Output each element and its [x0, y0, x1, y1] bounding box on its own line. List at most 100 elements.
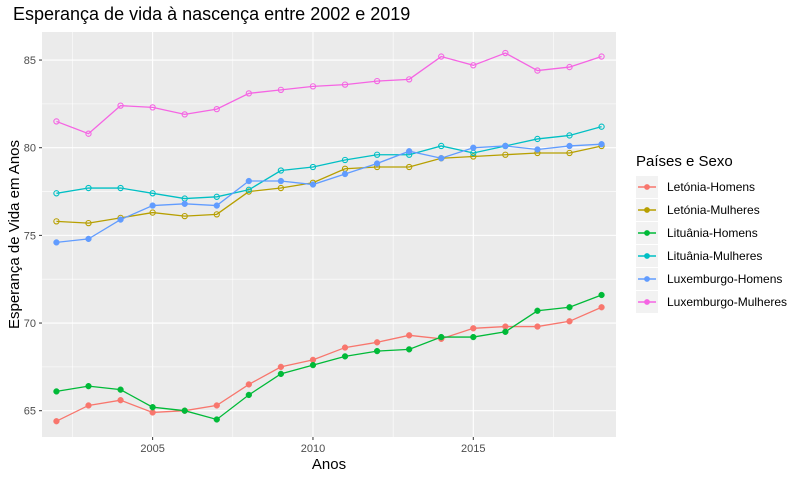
legend-key-point — [644, 184, 650, 190]
data-point — [53, 218, 60, 225]
minor-gridlines — [42, 32, 616, 437]
data-point — [149, 190, 156, 197]
data-point — [373, 347, 381, 355]
data-point — [502, 151, 509, 158]
data-point — [598, 304, 605, 311]
series-line — [56, 294, 602, 421]
data-point — [53, 190, 60, 197]
legend-item: Luxemburgo-Homens — [636, 268, 782, 290]
data-point — [373, 151, 381, 158]
data-point — [277, 167, 285, 174]
data-point — [309, 181, 317, 188]
data-point — [566, 63, 573, 71]
data-point — [470, 153, 477, 160]
data-point — [534, 146, 541, 153]
data-point — [117, 216, 124, 223]
y-tick-label: 75 — [24, 230, 36, 242]
data-point — [149, 209, 156, 216]
legend-item: Lituânia-Homens — [636, 222, 758, 244]
data-point — [341, 156, 349, 164]
series-line — [56, 126, 602, 200]
legend: Países e Sexo Letónia-Homens Letónia-Mulh… — [636, 153, 787, 313]
legend-item: Luxemburgo-Mulheres — [636, 291, 787, 313]
data-point — [502, 328, 509, 335]
y-axis: 65 70 75 80 85 — [24, 55, 42, 418]
data-point — [598, 123, 605, 130]
data-point — [213, 105, 220, 113]
legend-item: Lituânia-Mulheres — [636, 245, 762, 267]
y-tick-label: 85 — [24, 55, 36, 67]
data-point — [213, 202, 220, 209]
data-point — [406, 148, 413, 155]
data-point — [406, 163, 413, 171]
data-point — [245, 381, 252, 388]
data-point — [341, 353, 349, 360]
data-point — [406, 332, 413, 339]
x-axis-title: Anos — [312, 456, 346, 473]
chart-title: Esperança de vida à nascença entre 2002 … — [13, 4, 410, 24]
data-point — [149, 409, 156, 416]
legend-key-point — [644, 207, 650, 213]
data-point — [53, 388, 60, 395]
data-point — [85, 130, 92, 137]
legend-key-point — [644, 299, 650, 305]
data-point — [85, 402, 92, 409]
data-point — [213, 193, 220, 200]
data-point — [341, 81, 349, 88]
x-tick-label: 2015 — [461, 443, 485, 455]
data-point — [117, 386, 124, 393]
data-point — [85, 219, 92, 227]
data-point — [438, 142, 445, 150]
data-point — [534, 67, 541, 74]
data-point — [438, 53, 445, 60]
data-point — [277, 184, 285, 192]
series-layer — [53, 49, 605, 425]
data-point — [598, 53, 605, 60]
legend-items: Letónia-Homens Letónia-Mulheres Lituânia-H… — [636, 176, 787, 313]
data-point — [181, 111, 188, 118]
data-point — [502, 142, 509, 150]
legend-item: Letónia-Mulheres — [636, 199, 760, 221]
data-point — [53, 118, 60, 125]
series-letónia-homens — [53, 304, 605, 425]
data-point — [502, 323, 509, 330]
data-point — [534, 307, 541, 314]
legend-key-point — [644, 230, 650, 236]
x-axis: 2005 2010 2015 — [140, 437, 486, 455]
data-point — [534, 135, 541, 143]
data-point — [85, 184, 92, 192]
data-point — [277, 177, 285, 185]
x-tick-label: 2005 — [140, 443, 164, 455]
data-point — [309, 83, 317, 90]
data-point — [181, 212, 188, 220]
data-point — [470, 62, 477, 69]
data-point — [470, 144, 477, 151]
series-luxemburgo-homens — [53, 141, 605, 246]
data-point — [181, 407, 188, 414]
series-line — [56, 306, 602, 422]
y-tick-label: 70 — [24, 318, 36, 330]
data-point — [213, 402, 220, 409]
data-point — [470, 325, 477, 332]
legend-key-point — [644, 253, 650, 259]
data-point — [117, 102, 124, 109]
data-point — [566, 132, 573, 139]
data-point — [149, 202, 156, 209]
data-point — [245, 186, 252, 193]
y-tick-label: 65 — [24, 406, 36, 418]
data-point — [566, 318, 573, 325]
series-luxemburgo-mulheres — [53, 49, 605, 137]
series-lituânia-homens — [53, 291, 605, 423]
series-line — [56, 143, 602, 244]
data-point — [341, 170, 349, 178]
data-point — [277, 363, 285, 371]
data-point — [181, 200, 188, 207]
legend-label: Letónia-Homens — [667, 180, 755, 194]
y-tick-label: 80 — [24, 143, 36, 155]
data-point — [438, 333, 445, 341]
data-point — [598, 141, 605, 148]
data-point — [277, 370, 285, 378]
legend-item: Letónia-Homens — [636, 176, 755, 198]
data-point — [373, 339, 381, 346]
